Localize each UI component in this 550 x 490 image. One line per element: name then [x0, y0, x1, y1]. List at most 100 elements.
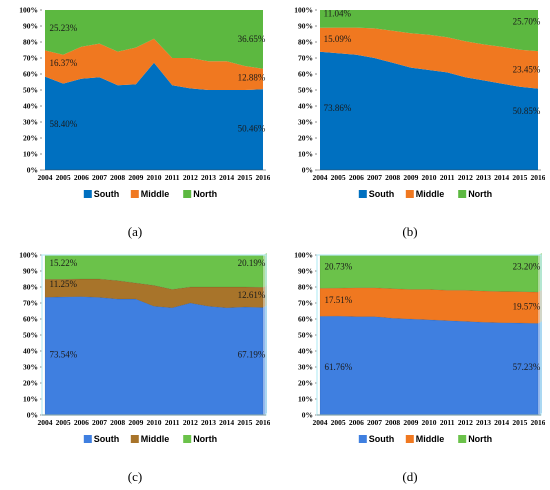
x-tick-label: 2011: [165, 173, 180, 182]
legend-swatch-south: [358, 435, 367, 443]
legend-swatch-north: [458, 190, 467, 198]
legend-label-north: North: [468, 189, 492, 199]
panel-caption-a: (a): [127, 224, 143, 239]
legend-label-north: North: [193, 434, 217, 444]
legend-label-middle: Middle: [416, 189, 445, 199]
y-tick-label: 90%: [298, 267, 313, 276]
y-tick-label: 80%: [23, 38, 38, 47]
data-label: 11.25%: [50, 279, 78, 289]
x-tick-label: 2009: [128, 173, 143, 182]
area-series-south: [320, 51, 538, 170]
x-tick-label: 2004: [313, 418, 328, 427]
y-tick-label: 0%: [27, 166, 38, 175]
legend-label-south: South: [369, 189, 395, 199]
y-tick-label: 10%: [23, 395, 38, 404]
y-tick-label: 70%: [23, 54, 38, 63]
area-series-south: [45, 62, 263, 170]
x-tick-label: 2008: [110, 418, 125, 427]
y-tick-label: 50%: [23, 86, 38, 95]
x-tick-label: 2011: [440, 173, 455, 182]
x-tick-label: 2010: [147, 418, 162, 427]
y-tick-label: 40%: [23, 102, 38, 111]
legend-label-south: South: [369, 434, 395, 444]
panel-caption-d: (d): [402, 469, 418, 484]
y-tick-label: 0%: [27, 411, 38, 420]
y-tick-label: 70%: [23, 299, 38, 308]
x-tick-label: 2007: [92, 173, 107, 182]
data-label: 25.70%: [513, 16, 541, 26]
x-tick-label: 2015: [237, 418, 252, 427]
chart-b: 0%10%20%30%40%50%60%70%80%90%100%2004 200…: [294, 6, 546, 200]
x-tick-label: 2004: [38, 173, 53, 182]
x-tick-label: 2012: [458, 173, 473, 182]
y-tick-label: 30%: [298, 363, 313, 372]
data-label: 12.61%: [238, 290, 266, 300]
legend-label-middle: Middle: [141, 189, 170, 199]
legend-swatch-middle: [405, 435, 414, 443]
data-label: 73.54%: [50, 349, 78, 359]
y-tick-label: 0%: [302, 411, 313, 420]
y-tick-label: 100%: [294, 251, 313, 260]
y-tick-label: 80%: [298, 38, 313, 47]
legend-label-south: South: [94, 189, 120, 199]
x-tick-label: 2012: [183, 418, 198, 427]
x-tick-label: 2014: [219, 418, 234, 427]
x-tick-label: 2006: [74, 418, 89, 427]
x-tick-label: 2014: [494, 173, 509, 182]
y-tick-label: 20%: [23, 134, 38, 143]
x-tick-label: 2011: [440, 418, 455, 427]
y-tick-label: 10%: [298, 395, 313, 404]
y-tick-label: 30%: [298, 118, 313, 127]
y-tick-label: 40%: [23, 347, 38, 356]
x-tick-label: 2006: [74, 173, 89, 182]
data-label: 25.23%: [50, 23, 78, 33]
legend-label-south: South: [94, 434, 120, 444]
x-tick-label: 2008: [385, 173, 400, 182]
data-label: 73.86%: [324, 103, 352, 113]
legend-label-north: North: [468, 434, 492, 444]
area-series-north: [320, 10, 538, 52]
data-label: 19.57%: [513, 301, 541, 311]
x-tick-label: 2005: [56, 173, 71, 182]
y-tick-label: 30%: [23, 363, 38, 372]
legend-swatch-middle: [405, 190, 414, 198]
y-tick-label: 30%: [23, 118, 38, 127]
x-tick-label: 2016: [531, 173, 546, 182]
chart-panel-c: 0% 10% 20% 30% 40% 50% 60% 70% 80% 90% 100% 2004 200…: [0, 245, 270, 490]
x-tick-label: 2013: [476, 173, 491, 182]
x-tick-label: 2009: [128, 418, 143, 427]
legend-swatch-middle: [130, 190, 139, 198]
y-tick-label: 60%: [298, 70, 313, 79]
area-series-south: [319, 315, 539, 416]
area-series-north: [45, 10, 263, 69]
legend-swatch-south: [83, 435, 92, 443]
x-tick-label: 2008: [110, 173, 125, 182]
data-label: 67.19%: [238, 349, 266, 359]
y-tick-label: 100%: [19, 6, 38, 15]
chart-c: 0%10%20%30%40%50%60%70%80%90%100%2004 200…: [19, 251, 270, 445]
y-tick-label: 80%: [23, 283, 38, 292]
data-label: 11.04%: [324, 8, 352, 18]
x-tick-label: 2007: [92, 418, 107, 427]
data-label: 15.09%: [324, 34, 352, 44]
chart-d: 0%10%20%30%40%50%60%70%80%90%100%2004 200…: [294, 251, 545, 445]
x-tick-label: 2010: [422, 418, 437, 427]
data-label: 58.40%: [50, 119, 78, 129]
legend-swatch-north: [183, 435, 192, 443]
legend-label-north: North: [193, 189, 217, 199]
y-tick-label: 10%: [298, 150, 313, 159]
x-tick-label: 2007: [367, 173, 382, 182]
x-tick-label: 2006: [349, 173, 364, 182]
y-tick-label: 20%: [298, 379, 313, 388]
x-tick-label: 2009: [403, 418, 418, 427]
x-tick-label: 2013: [476, 418, 491, 427]
y-tick-label: 40%: [298, 102, 313, 111]
legend-swatch-south: [358, 190, 367, 198]
area-series-middle: [320, 27, 538, 89]
x-tick-label: 2014: [494, 418, 509, 427]
x-tick-label: 2005: [331, 173, 346, 182]
data-label: 50.85%: [513, 106, 541, 116]
chart-panel-d: 0% 10% 20% 30% 40% 50% 60% 70% 80% 90% 100% 2004 200…: [275, 245, 545, 490]
y-tick-label: 40%: [298, 347, 313, 356]
x-tick-label: 2005: [56, 418, 71, 427]
